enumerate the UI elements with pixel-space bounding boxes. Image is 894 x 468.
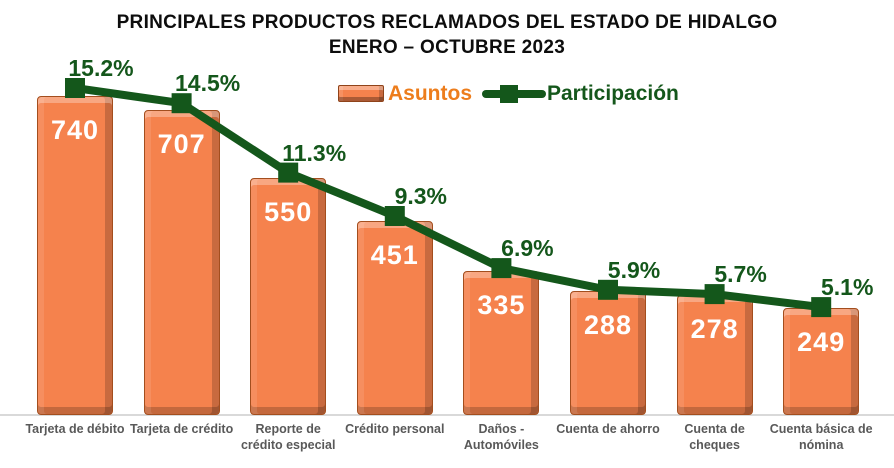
- participacion-value-label: 11.3%: [282, 139, 347, 166]
- bar-value-label: 740: [50, 115, 100, 145]
- legend: Asuntos Participación: [338, 83, 679, 104]
- line-swatch-marker: [500, 84, 518, 103]
- bar-value-label: 249: [797, 327, 846, 357]
- participacion-value-label: 15.2%: [68, 54, 134, 81]
- asuntos-bar-swatch-icon: [338, 85, 384, 102]
- chart-title-line2: ENERO – OCTUBRE 2023: [328, 37, 566, 59]
- x-axis-label: Daños - Automóviles: [463, 422, 539, 453]
- participacion-line-swatch-icon: [482, 84, 546, 104]
- bar-asuntos: 288: [570, 291, 646, 415]
- bar-asuntos: 451: [356, 221, 433, 415]
- chart-title-line1: PRINCIPALES PRODUCTOS RECLAMADOS DEL EST…: [116, 12, 778, 33]
- x-axis-label: Reporte de crédito especial: [240, 422, 336, 453]
- bar-value-label: 288: [583, 310, 633, 340]
- bar-asuntos: 707: [143, 110, 220, 415]
- bar-value-label: 335: [477, 290, 526, 320]
- bar-asuntos: 550: [250, 178, 327, 415]
- legend-label-asuntos: Asuntos: [388, 82, 472, 105]
- participacion-value-label: 5.9%: [607, 256, 661, 283]
- bar-value-label: 707: [157, 129, 206, 159]
- x-axis-label: Cuenta básica de nómina: [769, 422, 873, 453]
- x-axis-baseline: [0, 414, 894, 416]
- participacion-value-label: 9.3%: [394, 182, 448, 209]
- x-axis-label: Tarjeta de crédito: [129, 422, 234, 436]
- participacion-value-label: 14.5%: [174, 70, 241, 97]
- bar-value-label: 550: [264, 197, 313, 227]
- x-axis-label: Cuenta de ahorro: [556, 422, 660, 436]
- bar-value-label: 278: [690, 314, 739, 344]
- participacion-value-label: 5.1%: [820, 274, 874, 301]
- legend-label-participacion: Participación: [547, 82, 679, 105]
- x-axis-label: Tarjeta de débito: [25, 422, 125, 436]
- bar-asuntos: 249: [783, 308, 860, 415]
- participacion-value-label: 5.7%: [714, 261, 767, 288]
- participacion-value-label: 6.9%: [501, 235, 554, 262]
- x-axis-label: Crédito personal: [345, 422, 445, 436]
- x-axis-label: Cuenta de cheques: [684, 422, 745, 453]
- bar-value-label: 451: [370, 240, 419, 270]
- bar-asuntos: 335: [463, 271, 540, 415]
- chart-title: PRINCIPALES PRODUCTOS RECLAMADOS DEL EST…: [0, 10, 894, 60]
- bar-asuntos: 278: [676, 295, 753, 415]
- bar-asuntos: 740: [37, 96, 113, 415]
